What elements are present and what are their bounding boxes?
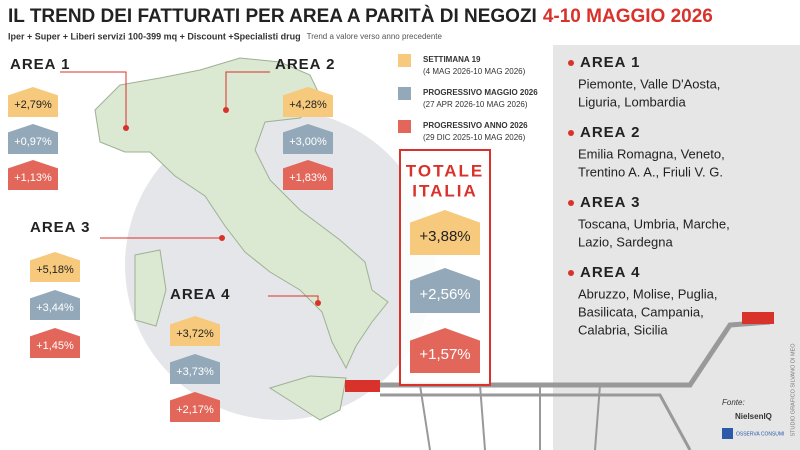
source: NielsenIQ (735, 412, 772, 421)
badge-value: +5,18% (36, 264, 74, 276)
area-label: AREA 4 (170, 286, 230, 303)
bullet (568, 270, 574, 276)
total-title: TOTALE (406, 161, 484, 180)
source-label: Fonte: (722, 398, 745, 407)
badge (170, 392, 220, 422)
badge-value: +3,72% (176, 328, 214, 340)
legend-swatch (398, 120, 411, 133)
pins (123, 107, 321, 306)
badge-value: +2,56% (419, 286, 470, 303)
badge-value: +1,45% (36, 340, 74, 352)
region-list: Lazio, Sardegna (578, 234, 673, 249)
region-area: AREA 4 (580, 264, 640, 281)
badge (410, 328, 480, 373)
badge (283, 87, 333, 117)
badge-value: +3,73% (176, 366, 214, 378)
region-list: Abruzzo, Molise, Puglia, (578, 286, 717, 301)
badge (283, 160, 333, 190)
badge-value: +4,28% (289, 99, 327, 111)
badge (8, 87, 58, 117)
area-label: AREA 1 (10, 56, 70, 73)
badge-value: +3,88% (419, 228, 470, 245)
badge (170, 316, 220, 346)
region-area: AREA 1 (580, 54, 640, 71)
region-area: AREA 2 (580, 124, 640, 141)
badge-value: +1,57% (419, 346, 470, 363)
badge-value: +2,17% (176, 404, 214, 416)
legend-range: (27 APR 2026-10 MAG 2026) (423, 100, 528, 109)
source-logo (722, 428, 733, 439)
badge (30, 290, 80, 320)
bullet (568, 60, 574, 66)
subtitle: Iper + Super + Liberi servizi 100-399 mq… (8, 31, 301, 41)
badge (170, 354, 220, 384)
legend-label: SETTIMANA 19 (423, 55, 481, 64)
cart-handle (345, 380, 380, 392)
badge (30, 328, 80, 358)
badge-value: +0,97% (14, 136, 52, 148)
badge-value: +1,83% (289, 172, 327, 184)
badge (283, 124, 333, 154)
region-list: Piemonte, Valle D'Aosta, (578, 76, 720, 91)
badge (8, 124, 58, 154)
region-list: Trentino A. A., Friuli V. G. (578, 164, 723, 179)
area-label: AREA 2 (275, 56, 335, 73)
total-title: ITALIA (412, 181, 478, 200)
badge-value: +3,00% (289, 136, 327, 148)
italy-map (94, 57, 389, 421)
region-area: AREA 3 (580, 194, 640, 211)
source: OSSERVA CONSUMI (736, 431, 784, 437)
legend-label: PROGRESSIVO ANNO 2026 (423, 121, 528, 130)
badge (30, 252, 80, 282)
region-list: Toscana, Umbria, Marche, (578, 216, 730, 231)
legend-label: PROGRESSIVO MAGGIO 2026 (423, 88, 538, 97)
leaders (60, 71, 319, 303)
cart-handle (742, 312, 774, 324)
legend-range: (29 DIC 2025-10 MAG 2026) (423, 133, 526, 142)
region-list: Liguria, Lombardia (578, 94, 686, 109)
badge (410, 210, 480, 255)
region-list: Emilia Romagna, Veneto, (578, 146, 725, 161)
region-list: Basilicata, Campania, (578, 304, 704, 319)
badge (8, 160, 58, 190)
title: IL TREND DEI FATTURATI PER AREA A PARITÀ… (8, 5, 537, 27)
area-label: AREA 3 (30, 219, 90, 236)
region-list: Calabria, Sicilia (578, 322, 668, 337)
bullet (568, 130, 574, 136)
legend-swatch (398, 54, 411, 67)
badge-value: +2,79% (14, 99, 52, 111)
subtitle-note: Trend a valore verso anno precedente (307, 32, 443, 41)
badge-value: +1,13% (14, 172, 52, 184)
bullet (568, 200, 574, 206)
badge (410, 268, 480, 313)
title-highlight: 4-10 MAGGIO 2026 (543, 6, 713, 27)
badge-value: +3,44% (36, 302, 74, 314)
legend-range: (4 MAG 2026-10 MAG 2026) (423, 67, 526, 76)
legend-swatch (398, 87, 411, 100)
credit: STUDIO GRAFICO SILVANO DI MEO (790, 343, 796, 437)
